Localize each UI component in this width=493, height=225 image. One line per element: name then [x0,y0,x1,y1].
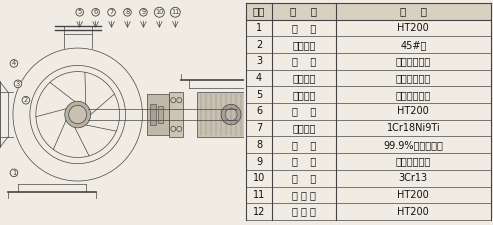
Bar [246,153,491,170]
Text: 聚全氟乙丙烯: 聚全氟乙丙烯 [396,90,431,100]
Text: 泵体衬里: 泵体衬里 [292,73,316,83]
Text: 4: 4 [256,73,262,83]
Circle shape [69,105,87,124]
Text: 7: 7 [109,9,114,15]
Bar [147,94,169,135]
Text: 机封压盖: 机封压盖 [292,123,316,133]
Text: 1: 1 [256,23,262,33]
Text: 1: 1 [12,170,16,176]
Bar [269,98,287,131]
Bar [246,137,491,153]
Circle shape [65,101,91,128]
Text: 序号: 序号 [253,6,265,16]
Text: 静    环: 静 环 [292,140,316,150]
Text: 5: 5 [256,90,262,100]
Text: 泵    盖: 泵 盖 [292,106,316,117]
Bar [197,92,265,137]
Text: 轴 承 体: 轴 承 体 [292,190,316,200]
Circle shape [171,126,176,131]
Text: 10: 10 [155,9,164,15]
Text: 材    料: 材 料 [400,6,427,16]
Text: 45#钢: 45#钢 [400,40,426,50]
Text: HT200: HT200 [397,190,429,200]
Text: 泵    轴: 泵 轴 [292,173,316,183]
Text: 11: 11 [253,190,265,200]
Text: 2: 2 [256,40,262,50]
Bar [246,36,491,53]
Text: 12: 12 [253,207,265,216]
Text: 聚全氟乙丙烯: 聚全氟乙丙烯 [396,73,431,83]
Bar [246,86,491,103]
Bar [246,203,491,220]
Text: HT200: HT200 [397,207,429,216]
Text: 联 轴 器: 联 轴 器 [292,207,316,216]
Circle shape [177,126,182,131]
Text: 3Cr13: 3Cr13 [399,173,428,183]
Text: 3: 3 [16,81,20,87]
Text: HT200: HT200 [397,23,429,33]
Text: 6: 6 [256,106,262,117]
Text: 9: 9 [141,9,145,15]
Text: 动    环: 动 环 [292,157,316,166]
Text: 4: 4 [12,60,16,66]
Text: 11: 11 [171,9,179,15]
Text: 填充四氟乙烯: 填充四氟乙烯 [396,157,431,166]
Text: 泵    体: 泵 体 [292,23,316,33]
Text: 2: 2 [24,97,28,103]
Text: 9: 9 [256,157,262,166]
Circle shape [225,108,237,121]
Bar [150,104,156,125]
Text: 3: 3 [256,56,262,66]
Circle shape [221,104,241,125]
Bar [169,92,183,137]
Bar [246,53,491,70]
Text: 6: 6 [94,9,98,15]
Bar [158,106,163,123]
Text: 10: 10 [253,173,265,183]
Bar [246,3,491,20]
Circle shape [177,98,182,103]
Text: 7: 7 [256,123,262,133]
Text: 叶    轮: 叶 轮 [292,56,316,66]
Bar [246,20,491,36]
Text: 8: 8 [125,9,130,15]
Bar [246,103,491,120]
Text: 泵盖衬里: 泵盖衬里 [292,90,316,100]
Text: 99.9%氧化铝陶瓷: 99.9%氧化铝陶瓷 [384,140,443,150]
Text: 叶轮骨架: 叶轮骨架 [292,40,316,50]
Bar [246,187,491,203]
Bar [246,70,491,86]
Text: 1Cr18Ni9Ti: 1Cr18Ni9Ti [387,123,440,133]
Text: 聚全氟乙丙烯: 聚全氟乙丙烯 [396,56,431,66]
Circle shape [171,98,176,103]
Bar [246,120,491,137]
Text: HT200: HT200 [397,106,429,117]
Text: 8: 8 [256,140,262,150]
Text: 名    称: 名 称 [290,6,317,16]
Text: 5: 5 [77,9,82,15]
Bar [246,170,491,187]
